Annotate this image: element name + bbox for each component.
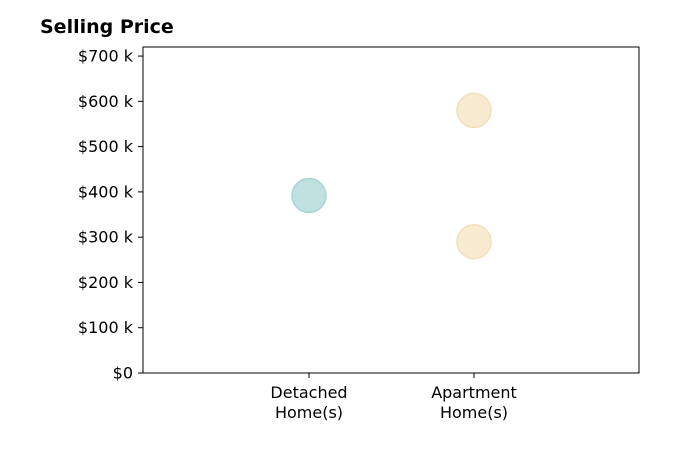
x-tick-label: Apartment	[431, 383, 517, 402]
y-tick-label: $0	[113, 364, 133, 383]
x-tick-label: Detached	[270, 383, 347, 402]
y-tick-label: $400 k	[78, 182, 134, 201]
chart-title: Selling Price	[40, 16, 174, 38]
y-tick-label: $700 k	[78, 47, 134, 66]
y-tick-label: $500 k	[78, 137, 134, 156]
y-axis: $0 $100 k $200 k $300 k $400 k $500 k $600 k $7…	[78, 47, 143, 383]
y-tick-label: $300 k	[78, 228, 134, 247]
data-point-marker	[456, 92, 492, 129]
x-tick-label: Home(s)	[275, 403, 343, 422]
data-point-marker	[291, 177, 327, 214]
y-tick-label: $100 k	[78, 318, 134, 337]
y-tick-label: $200 k	[78, 273, 134, 292]
plot-area-frame	[142, 46, 640, 374]
y-tick-label: $600 k	[78, 92, 134, 111]
data-point-marker	[456, 223, 492, 260]
x-tick-label: Home(s)	[440, 403, 508, 422]
data-markers	[291, 92, 492, 260]
